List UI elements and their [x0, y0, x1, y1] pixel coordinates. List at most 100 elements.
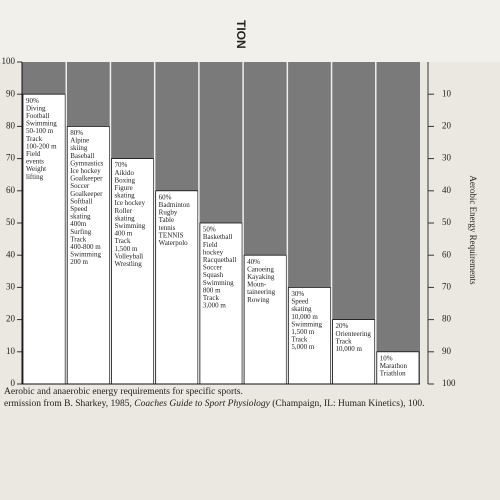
- sport-label: skating: [70, 213, 91, 221]
- sport-label: Track: [203, 294, 220, 302]
- sport-label: Softball: [70, 197, 92, 205]
- sport-label: events: [26, 158, 44, 166]
- sport-label: Rowing: [247, 296, 270, 304]
- sport-label: Soccer: [203, 264, 223, 272]
- value-label: 70%: [114, 161, 127, 169]
- value-label: 60%: [159, 193, 172, 201]
- sport-label: Track: [336, 337, 353, 345]
- sport-label: lifting: [26, 173, 44, 181]
- sport-label: Field: [26, 150, 41, 158]
- sport-label: hockey: [203, 248, 224, 256]
- bar: [287, 286, 331, 385]
- y-tick-label: 70: [6, 153, 16, 163]
- bar: [22, 93, 66, 385]
- sport-label: Wrestling: [114, 260, 142, 268]
- sport-label: Ice hockey: [114, 199, 145, 207]
- sport-label: Track: [114, 237, 131, 245]
- page-top: [0, 0, 500, 62]
- y2-title: Aerobic Energy Requirements: [468, 175, 478, 285]
- caption: Aerobic and anaerobic energy requirement…: [4, 386, 243, 397]
- sport-label: Boxing: [114, 176, 135, 184]
- y-tick-label: 50: [6, 217, 16, 227]
- sport-label: Track: [26, 135, 43, 143]
- bar: [243, 254, 287, 385]
- y2-tick-label: 10: [442, 88, 452, 98]
- sport-label: Swimming: [70, 251, 101, 259]
- header: TION: [234, 20, 248, 49]
- sport-label: taineering: [247, 288, 275, 296]
- sport-label: Triathlon: [380, 370, 406, 378]
- y2-tick-label: 100: [442, 378, 456, 388]
- sport-label: Canoeing: [247, 265, 274, 273]
- sport-label: skating: [291, 305, 312, 313]
- sport-label: Gymnastics: [70, 159, 103, 167]
- sport-label: skating: [114, 192, 135, 200]
- sport-label: 200 m: [70, 258, 88, 266]
- y-tick-label: 20: [6, 314, 16, 324]
- sport-label: 3,000 m: [203, 302, 227, 310]
- value-label: 40%: [247, 258, 260, 266]
- sport-label: Roller: [114, 207, 132, 215]
- sport-label: tennis: [159, 224, 176, 232]
- sport-label: Goalkeeper: [70, 175, 103, 183]
- y-tick-label: 30: [6, 281, 16, 291]
- sport-label: Squash: [203, 271, 224, 279]
- y2-tick-label: 50: [442, 217, 452, 227]
- sport-label: Orienteering: [336, 330, 372, 338]
- value-label: 10%: [380, 354, 393, 362]
- sport-label: Rugby: [159, 209, 178, 217]
- y-tick-label: 0: [11, 378, 16, 388]
- sport-label: Marathon: [380, 362, 408, 370]
- y2-tick-label: 30: [442, 153, 452, 163]
- sport-label: Swimming: [291, 320, 322, 328]
- y-tick-label: 90: [6, 88, 16, 98]
- sport-label: 400m: [70, 220, 87, 228]
- sport-label: Volleyball: [114, 252, 143, 260]
- sport-label: Baseball: [70, 152, 94, 160]
- sport-label: Aikido: [114, 169, 134, 177]
- y2-tick-label: 80: [442, 314, 452, 324]
- y-tick-label: 40: [6, 249, 16, 259]
- y-tick-label: 100: [2, 56, 16, 66]
- sport-label: Alpine: [70, 137, 89, 145]
- bar: [376, 351, 420, 385]
- bar: [66, 126, 110, 385]
- sport-label: 10,000 m: [291, 313, 318, 321]
- source-before: ermission from B. Sharkey, 1985,: [4, 398, 132, 409]
- sport-label: Table: [159, 216, 174, 224]
- sport-label: Ice hockey: [70, 167, 101, 175]
- y-tick-label: 10: [6, 346, 16, 356]
- sport-label: 1,500 m: [114, 245, 138, 253]
- sport-label: Kayaking: [247, 273, 275, 281]
- sport-label: Surfing: [70, 228, 92, 236]
- y2-tick-label: 90: [442, 346, 452, 356]
- sport-label: Figure: [114, 184, 132, 192]
- sport-label: Basketball: [203, 233, 233, 241]
- sport-label: 800 m: [203, 286, 221, 294]
- sport-label: 1,500 m: [291, 328, 315, 336]
- sport-label: Swimming: [114, 222, 145, 230]
- sport-label: Swimming: [26, 120, 57, 128]
- bar: [199, 222, 243, 385]
- sport-label: 50-100 m: [26, 127, 54, 135]
- sport-label: 10,000 m: [336, 345, 363, 353]
- y2-tick-label: 70: [442, 281, 452, 291]
- source: ermission from B. Sharkey, 1985, Coaches…: [4, 398, 425, 409]
- sport-label: Soccer: [70, 182, 90, 190]
- sport-label: 100-200 m: [26, 142, 57, 150]
- sport-label: Track: [70, 235, 87, 243]
- value-label: 90%: [26, 97, 39, 105]
- value-label: 50%: [203, 226, 216, 234]
- sport-label: 400 m: [114, 230, 132, 238]
- bar: [332, 319, 376, 385]
- sport-label: skating: [114, 214, 135, 222]
- sport-label: Goalkeeper: [70, 190, 103, 198]
- sport-label: Weight: [26, 165, 46, 173]
- value-label: 80%: [70, 129, 83, 137]
- y-tick-label: 60: [6, 185, 16, 195]
- sport-label: Track: [291, 336, 308, 344]
- sport-label: Racquetball: [203, 256, 236, 264]
- sport-label: 400-800 m: [70, 243, 101, 251]
- sport-label: Field: [203, 241, 218, 249]
